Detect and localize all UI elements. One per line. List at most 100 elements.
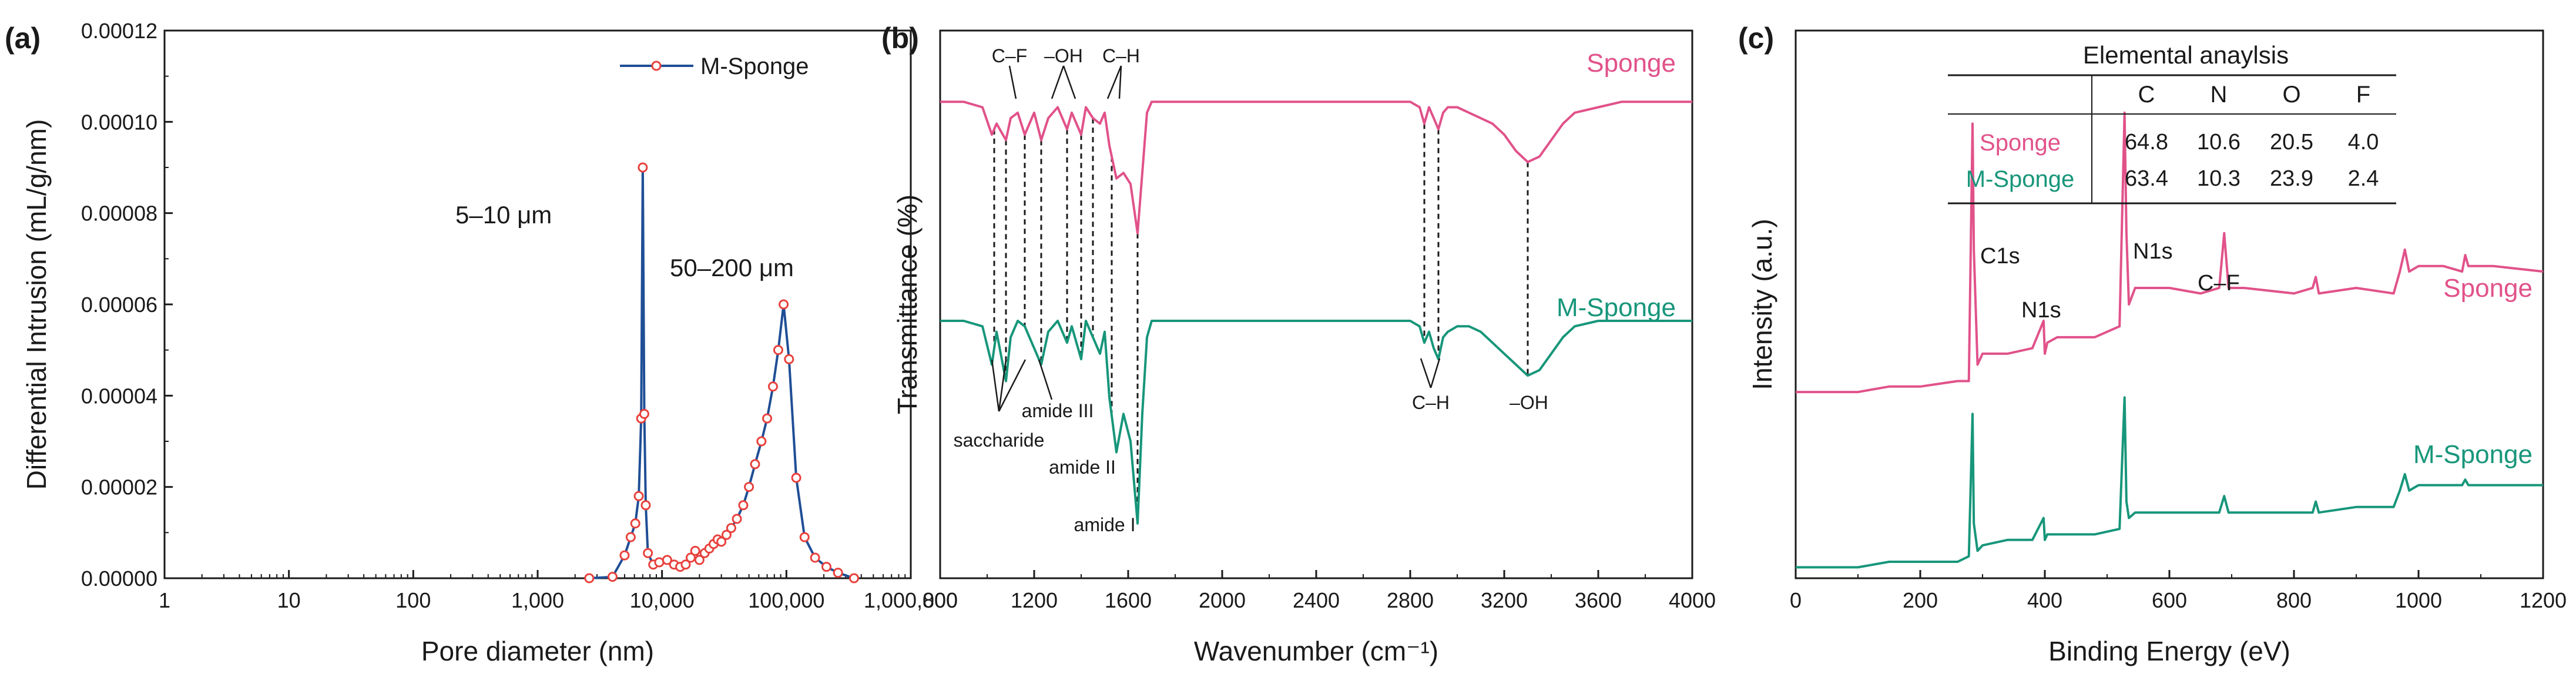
panel-c-ticks: 0 200 400 600 800 1000 1200 [1790, 570, 2567, 612]
table-cell-sponge-o: 20.5 [2270, 130, 2313, 155]
a-xtick-label: 1 [159, 588, 170, 612]
data-point [762, 413, 773, 424]
data-point [685, 552, 696, 563]
elemental-analysis-table: Elemental anaylsis C N O F Sponge 64.8 1… [1948, 41, 2396, 204]
data-point [721, 529, 732, 540]
a-ytick-label: 0.00004 [81, 384, 157, 408]
peak-label-amide-ii: amide II [1049, 457, 1116, 478]
a-xtick-label: 10,000 [630, 588, 695, 612]
b-xtick-label: 2800 [1387, 588, 1434, 612]
data-point [638, 162, 648, 173]
series-label-m-sponge-b: M-Sponge [1557, 293, 1676, 322]
panel-b-label: (b) [881, 22, 919, 55]
panel-a-series [589, 166, 855, 579]
peak-label-cf-c: C–F [2198, 271, 2240, 296]
b-xtick-label: 1200 [1011, 588, 1058, 612]
peak-pointer-ch-bottom-b [1430, 358, 1441, 388]
data-point [756, 436, 767, 447]
data-point [643, 548, 653, 558]
legend-label-m-sponge: M-Sponge [700, 53, 809, 79]
data-point [625, 532, 636, 542]
panel-a-label: (a) [5, 22, 41, 55]
data-point [821, 562, 832, 572]
panel-a-axes-frame [163, 29, 912, 579]
panel-a-ticks: 1 10 100 1,000 10,000 100,000 1,000,000 0.00000… [81, 19, 958, 612]
table-cell-m-sponge-f: 2.4 [2348, 166, 2379, 191]
a-ytick-label: 0.00002 [81, 475, 157, 499]
peak-label-amide-iii: amide III [1022, 400, 1094, 421]
panel-c-ylabel: Intensity (a.u.) [1747, 219, 1777, 390]
peak-pointer-ch-bottom-a [1420, 358, 1432, 388]
panel-b-axes-frame [939, 29, 1693, 579]
panel-b-ylabel: Transmittance (%) [892, 195, 923, 414]
table-header-c: C [2138, 82, 2155, 108]
a-ytick-label: 0.00006 [81, 293, 157, 317]
annotation-5-10um: 5–10 μm [455, 201, 552, 229]
data-point [784, 354, 794, 364]
table-title: Elemental anaylsis [2083, 41, 2289, 69]
data-point [738, 500, 749, 511]
panel-a-legend: M-Sponge [620, 53, 809, 79]
a-xtick-label: 1,000,000 [864, 588, 958, 612]
series-line-m-sponge-b [940, 320, 1692, 525]
b-xtick-label: 3600 [1575, 588, 1622, 612]
panel-a-markers [584, 162, 859, 584]
panel-b-ticks: 800 1200 1600 2000 2400 2800 3200 3600 4000 [923, 570, 1716, 612]
table-cell-sponge-f: 4.0 [2348, 130, 2379, 155]
c-xtick-label: 400 [2027, 588, 2062, 612]
panel-b-dashed-links [993, 118, 1529, 524]
data-point [633, 491, 644, 501]
peak-label-ch-bottom: C–H [1412, 392, 1450, 413]
data-point [639, 408, 649, 419]
data-point [750, 459, 760, 470]
a-xtick-label: 100,000 [748, 588, 824, 612]
series-label-m-sponge-c: M-Sponge [2413, 440, 2533, 469]
peak-label-oh-top: –OH [1044, 45, 1083, 66]
b-xtick-label: 800 [923, 588, 958, 612]
peak-label-n1s-a: N1s [2021, 298, 2061, 323]
table-header-o: O [2282, 82, 2300, 108]
peak-label-cf: C–F [992, 45, 1027, 66]
series-label-sponge-c: Sponge [2443, 274, 2533, 303]
series-line-sponge-b [940, 100, 1692, 234]
c-xtick-label: 800 [2276, 588, 2312, 612]
table-cell-m-sponge-o: 23.9 [2270, 166, 2313, 191]
data-point [799, 532, 810, 542]
series-label-sponge-b: Sponge [1586, 49, 1676, 78]
c-xtick-label: 200 [1903, 588, 1938, 612]
data-point [848, 573, 859, 584]
table-row-label-sponge: Sponge [1980, 130, 2061, 156]
series-line-m-sponge-a [589, 166, 855, 579]
data-point [779, 299, 789, 310]
series-line-sponge-c [1796, 111, 2544, 394]
series-line-m-sponge-c [1796, 396, 2543, 569]
a-ytick-label: 0.00012 [81, 19, 157, 43]
legend-marker-m-sponge [651, 61, 662, 71]
data-point [584, 573, 595, 584]
peak-label-oh-bottom: –OH [1510, 392, 1548, 413]
table-header-n: N [2211, 82, 2228, 108]
panel-a-xlabel: Pore diameter (nm) [421, 636, 654, 666]
data-point [744, 482, 754, 492]
a-xtick-label: 10 [277, 588, 301, 612]
peak-label-n1s-b: N1s [2133, 239, 2173, 264]
peak-pointer-saccharide-c [998, 359, 1027, 412]
data-point [773, 345, 783, 356]
panel-c-label: (c) [1738, 22, 1774, 55]
panel-c-xlabel: Binding Energy (eV) [2048, 636, 2290, 666]
peak-label-saccharide: saccharide [954, 430, 1045, 451]
data-point [654, 557, 665, 568]
data-point [726, 523, 736, 534]
c-xtick-label: 600 [2152, 588, 2187, 612]
peak-pointer-oh-b [1062, 65, 1076, 99]
data-point [732, 514, 742, 524]
b-xtick-label: 2400 [1293, 588, 1340, 612]
panel-c-series [1796, 111, 2544, 569]
data-point [662, 555, 672, 565]
peak-label-amide-i: amide I [1074, 514, 1136, 535]
data-point [640, 500, 651, 511]
data-point [607, 572, 618, 582]
table-cell-sponge-n: 10.6 [2197, 130, 2240, 155]
data-point [619, 550, 630, 561]
